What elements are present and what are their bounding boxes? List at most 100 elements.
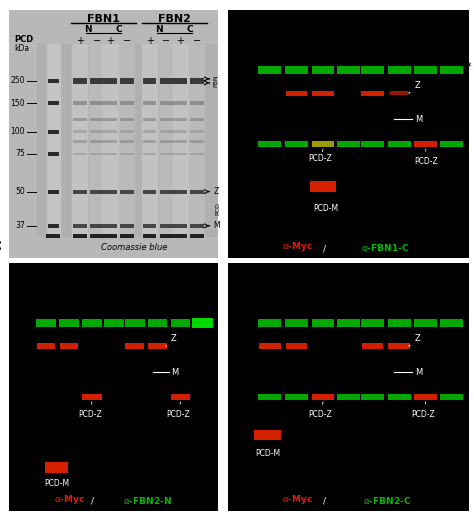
Text: *: * bbox=[463, 315, 469, 325]
Text: 75: 75 bbox=[15, 150, 25, 158]
Text: PCD-Z: PCD-Z bbox=[411, 402, 435, 418]
Bar bbox=[103, 153, 117, 155]
Bar bbox=[285, 141, 308, 147]
Bar bbox=[90, 140, 103, 143]
Bar bbox=[120, 140, 134, 143]
Bar bbox=[159, 44, 174, 236]
Bar bbox=[337, 141, 360, 147]
Text: M: M bbox=[171, 367, 178, 377]
Text: kDa: kDa bbox=[234, 35, 249, 44]
Text: 17-EA: 17-EA bbox=[55, 273, 76, 297]
Bar bbox=[192, 319, 212, 327]
Text: v: v bbox=[443, 27, 453, 37]
Text: 37: 37 bbox=[236, 464, 246, 473]
Bar bbox=[160, 153, 173, 155]
Text: 150: 150 bbox=[231, 342, 246, 351]
Bar bbox=[390, 91, 408, 95]
Text: N: N bbox=[155, 25, 163, 34]
Bar bbox=[143, 224, 156, 228]
Bar bbox=[388, 319, 410, 327]
Bar bbox=[285, 66, 308, 74]
Text: C: C bbox=[187, 25, 193, 34]
Text: +: + bbox=[76, 36, 84, 45]
Bar bbox=[258, 394, 281, 400]
Text: Z: Z bbox=[409, 334, 420, 346]
Bar bbox=[173, 224, 187, 228]
Bar bbox=[190, 190, 203, 194]
Bar bbox=[89, 44, 104, 236]
Text: +: + bbox=[176, 36, 184, 45]
Bar bbox=[258, 141, 281, 147]
Bar bbox=[171, 394, 191, 400]
Bar bbox=[47, 130, 59, 134]
Bar bbox=[90, 234, 103, 237]
Bar bbox=[192, 318, 213, 328]
Bar bbox=[173, 118, 187, 121]
Bar bbox=[73, 234, 87, 237]
Bar bbox=[143, 234, 156, 237]
Text: v: v bbox=[105, 280, 115, 289]
Text: $\alpha$-FBN1-C: $\alpha$-FBN1-C bbox=[361, 242, 409, 253]
Text: C: C bbox=[116, 25, 122, 34]
Text: 250: 250 bbox=[10, 76, 25, 86]
Bar bbox=[103, 78, 117, 84]
Bar bbox=[160, 118, 173, 121]
Bar bbox=[59, 319, 79, 327]
Bar bbox=[160, 224, 173, 228]
Text: 50: 50 bbox=[15, 187, 25, 196]
Bar bbox=[160, 234, 173, 237]
Text: 100: 100 bbox=[10, 127, 25, 136]
Text: 250: 250 bbox=[10, 318, 25, 327]
Bar bbox=[362, 344, 383, 349]
Bar bbox=[190, 153, 203, 155]
Text: 17: 17 bbox=[260, 279, 273, 292]
Text: /: / bbox=[91, 497, 94, 506]
Bar bbox=[73, 78, 87, 84]
Bar bbox=[103, 224, 117, 228]
Bar bbox=[173, 102, 187, 105]
Text: v: v bbox=[340, 280, 350, 289]
Text: PCD: PCD bbox=[311, 23, 328, 41]
Bar bbox=[103, 140, 117, 143]
Text: PCD-M: PCD-M bbox=[313, 203, 338, 213]
Bar bbox=[440, 394, 463, 400]
Text: v: v bbox=[340, 27, 350, 37]
Bar bbox=[104, 319, 124, 327]
Bar bbox=[103, 102, 117, 105]
Bar bbox=[103, 190, 117, 194]
Text: 17: 17 bbox=[260, 26, 273, 39]
Bar bbox=[143, 131, 156, 133]
Bar bbox=[285, 319, 308, 327]
Text: kDa: kDa bbox=[234, 288, 249, 297]
Bar bbox=[190, 131, 203, 133]
Text: Coomassie blue: Coomassie blue bbox=[101, 243, 168, 252]
Bar bbox=[189, 44, 204, 236]
Bar bbox=[143, 190, 156, 194]
Bar bbox=[414, 141, 437, 147]
Bar bbox=[361, 394, 384, 400]
Bar bbox=[160, 140, 173, 143]
Bar bbox=[72, 44, 87, 236]
Bar bbox=[143, 78, 156, 84]
Bar bbox=[173, 190, 187, 194]
Text: 17-EA: 17-EA bbox=[385, 273, 406, 297]
Bar bbox=[160, 102, 173, 105]
Bar bbox=[414, 394, 437, 400]
Bar bbox=[173, 153, 187, 155]
Text: kDa: kDa bbox=[15, 288, 30, 297]
Text: 75: 75 bbox=[236, 139, 246, 149]
Text: 17: 17 bbox=[125, 279, 138, 292]
Bar bbox=[103, 131, 117, 133]
Bar bbox=[258, 66, 281, 74]
Bar bbox=[90, 131, 103, 133]
Text: PCD-M: PCD-M bbox=[255, 449, 280, 458]
Text: /: / bbox=[323, 244, 326, 253]
Bar bbox=[160, 78, 173, 84]
Bar bbox=[102, 44, 118, 236]
Text: 150: 150 bbox=[10, 99, 25, 108]
Bar bbox=[311, 319, 335, 327]
Bar bbox=[148, 319, 167, 327]
Text: PCD: PCD bbox=[216, 202, 221, 215]
Bar bbox=[90, 190, 103, 194]
Text: 17: 17 bbox=[363, 279, 376, 292]
